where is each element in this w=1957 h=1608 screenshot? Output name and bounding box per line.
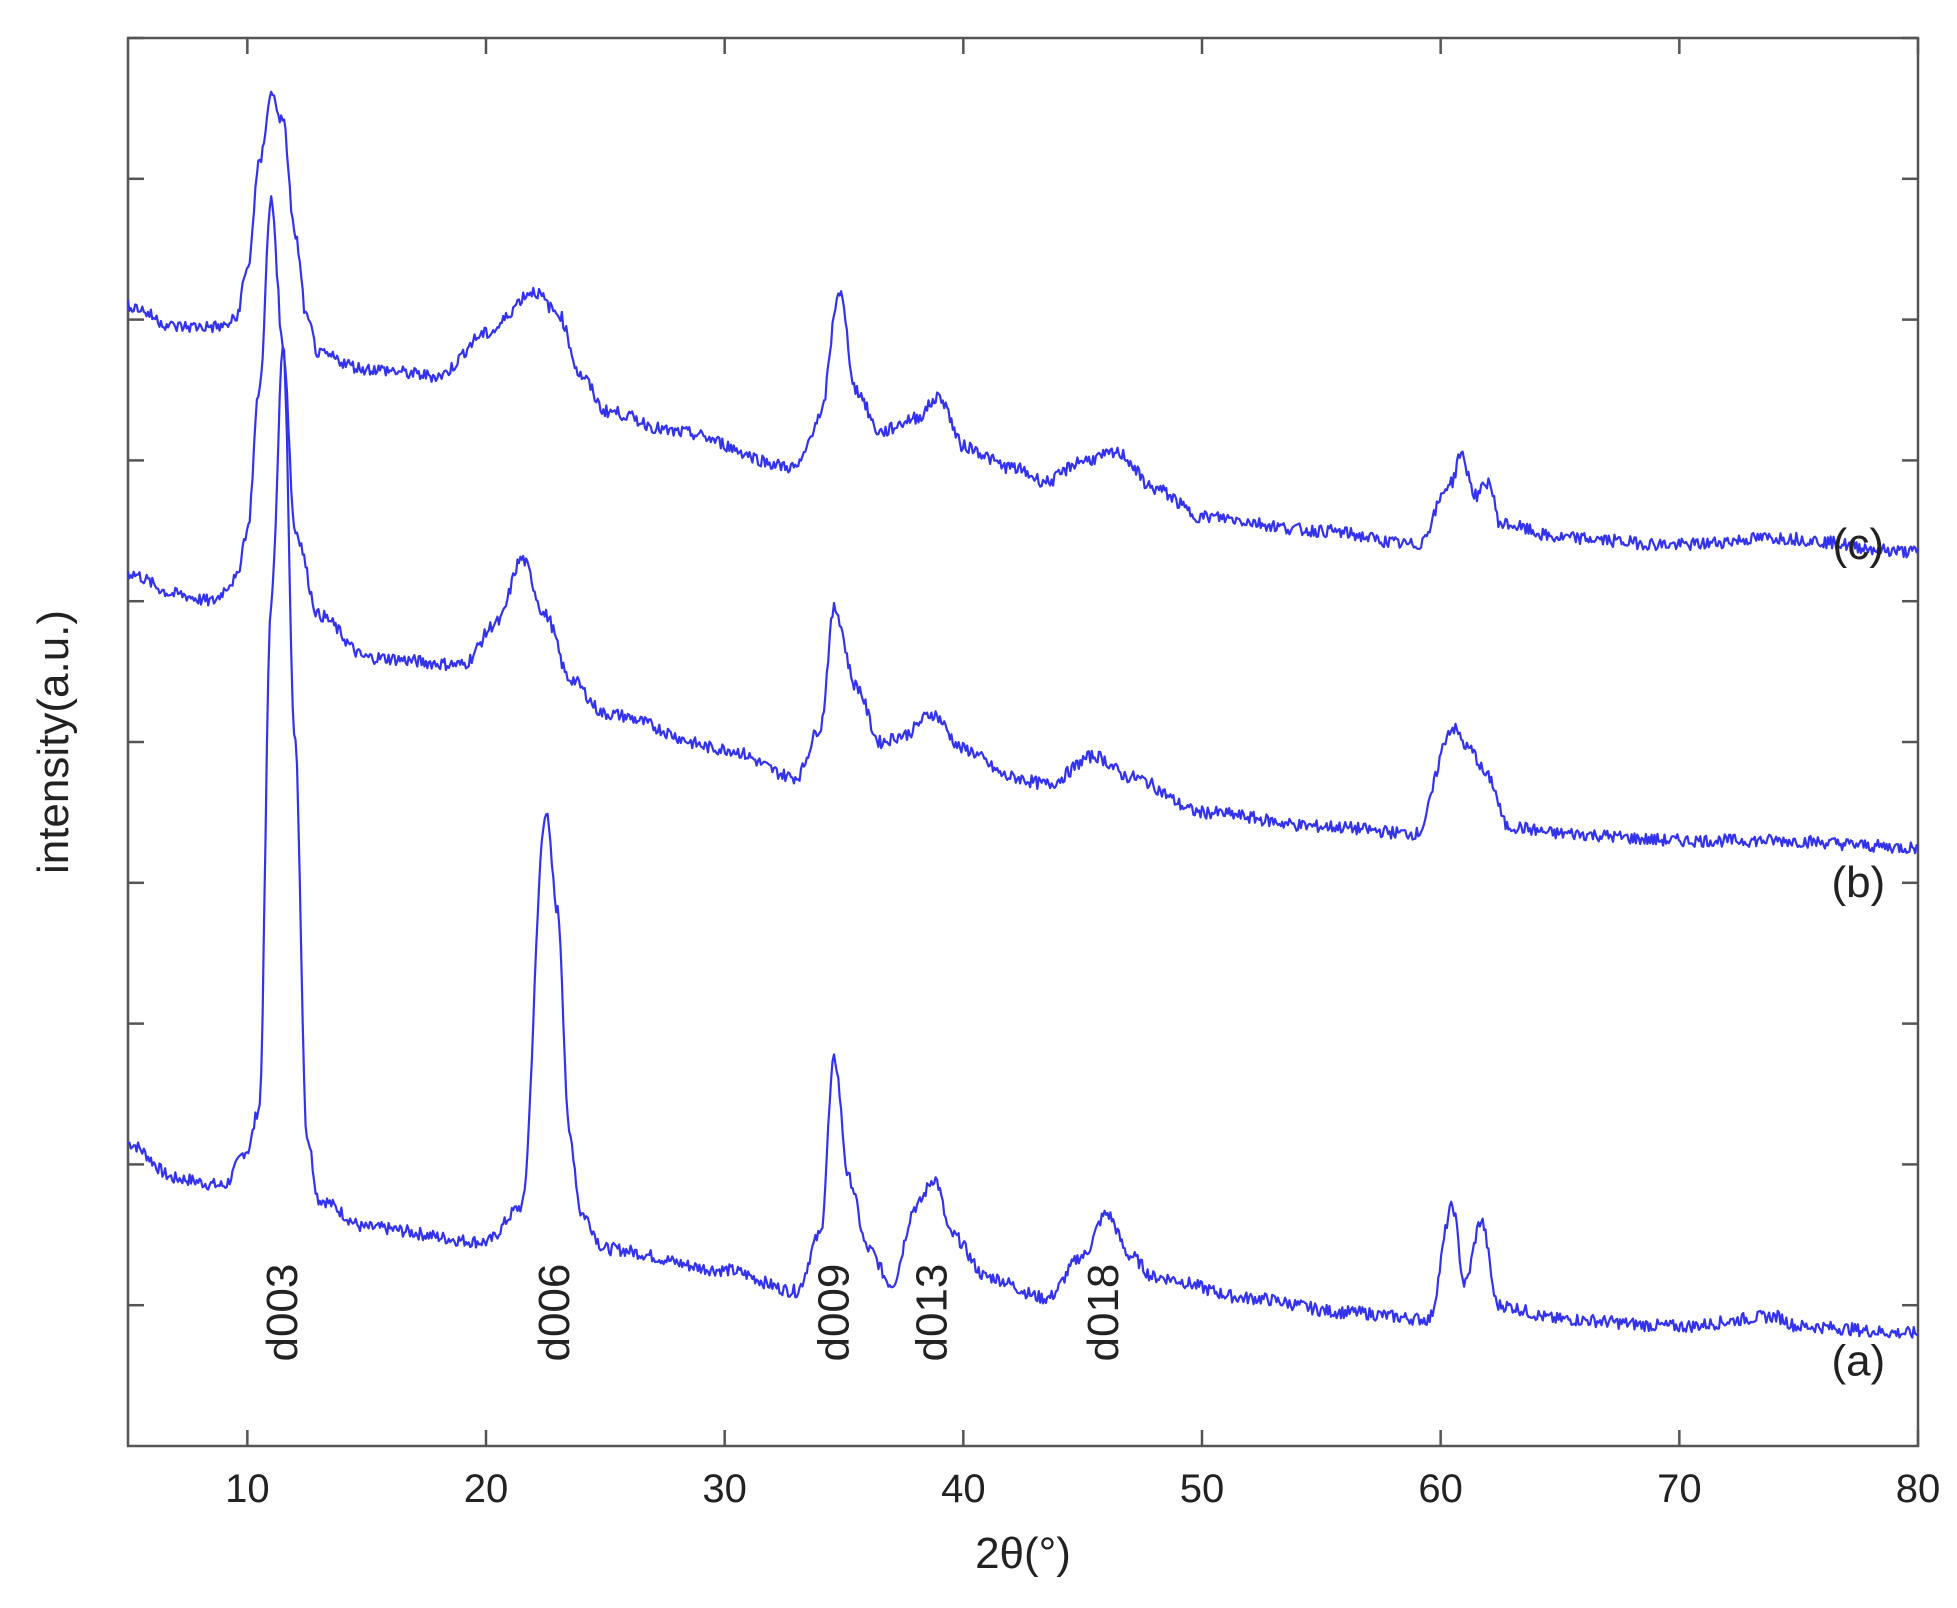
y-axis-title: intensity(a.u.): [29, 610, 78, 874]
series-label: (b): [1831, 858, 1885, 907]
series-line-c: [126, 90, 1920, 559]
peak-annotation: d006: [530, 1264, 579, 1362]
y-axis-ticks: [128, 36, 1918, 1307]
series-line-a: [127, 345, 1919, 1339]
x-tick-label: 10: [225, 1467, 270, 1511]
series-label: (c): [1833, 520, 1884, 569]
x-tick-label: 50: [1180, 1467, 1225, 1511]
x-tick-label: 80: [1896, 1467, 1941, 1511]
peak-annotation: d013: [907, 1264, 956, 1362]
peak-annotation: d018: [1079, 1264, 1128, 1362]
x-tick-label: 70: [1657, 1467, 1702, 1511]
x-axis-title: 2θ(°): [975, 1529, 1071, 1578]
annotation-layer: d003 d006 d009 d013 d018: [258, 1264, 1128, 1362]
x-tick-label: 30: [702, 1467, 747, 1511]
x-tick-label: 60: [1418, 1467, 1463, 1511]
series-layer: [126, 90, 1920, 1339]
plot-frame: [126, 36, 1920, 1448]
series-label-layer: (c) (b) (a): [1831, 520, 1885, 1386]
series-line-b: [126, 195, 1919, 855]
peak-annotation: d009: [809, 1264, 858, 1362]
x-tick-label: 40: [941, 1467, 986, 1511]
series-label: (a): [1831, 1337, 1885, 1386]
x-tick-label: 20: [464, 1467, 509, 1511]
x-axis-ticks: 10 20 30 40 50 60 70 80: [225, 38, 1940, 1511]
plot-border: [126, 36, 1920, 1448]
peak-annotation: d003: [258, 1264, 307, 1362]
